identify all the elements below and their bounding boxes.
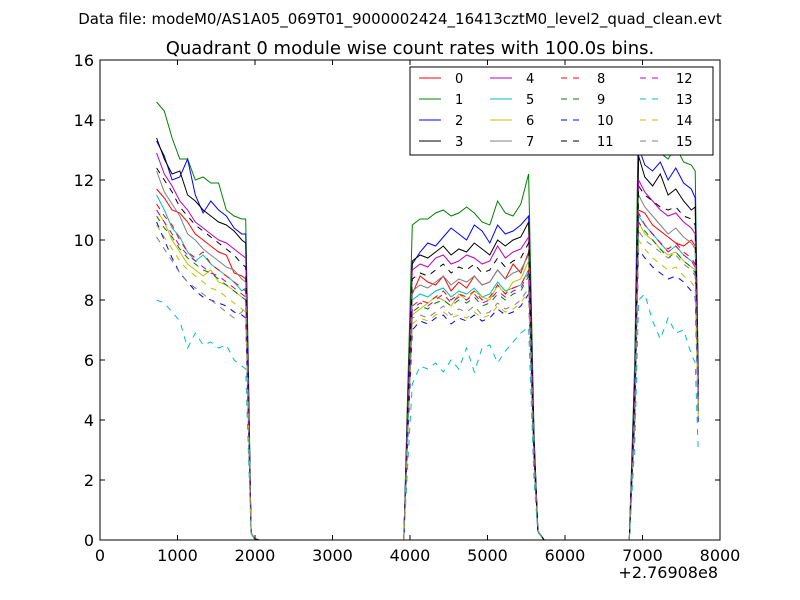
chart-suptitle: Data file: modeM0/AS1A05_069T01_90000024… [78,10,722,29]
legend-label-4: 4 [526,72,534,87]
series-line-11 [156,167,699,541]
x-tick-label: 3000 [312,546,353,565]
legend-label-7: 7 [526,135,534,150]
legend-label-1: 1 [455,93,463,108]
series-line-3 [156,137,699,541]
x-tick-label: 1000 [157,546,198,565]
series-line-14 [156,224,699,541]
legend-label-8: 8 [597,72,605,87]
y-tick-label: 8 [84,291,94,310]
y-tick-label: 14 [74,111,94,130]
series-line-7 [156,170,699,541]
series-line-13 [156,293,699,541]
x-tick-label: 6000 [545,546,586,565]
series-line-2 [156,140,699,541]
legend-label-14: 14 [676,114,693,129]
x-offset-label: +2.76908e8 [618,563,718,582]
y-tick-label: 12 [74,171,94,190]
series-line-9 [156,215,699,541]
x-tick-label: 2000 [235,546,276,565]
x-tick-label: 7000 [622,546,663,565]
series-line-4 [156,152,699,541]
legend-label-0: 0 [455,72,463,87]
y-tick-label: 4 [84,411,94,430]
legend-label-11: 11 [597,135,614,150]
chart-title: Quadrant 0 module wise count rates with … [166,38,655,59]
plot-area: 0 1000 2000 3000 4000 5000 6000 7000 80000246810… [74,51,741,565]
legend-label-9: 9 [597,93,605,108]
series-line-0 [156,188,699,541]
x-tick-label: 5000 [467,546,508,565]
y-tick-label: 10 [74,231,94,250]
legend-label-13: 13 [676,93,693,108]
legend-label-12: 12 [676,72,693,87]
legend-label-2: 2 [455,114,463,129]
legend-label-5: 5 [526,93,534,108]
x-tick-label: 0 [95,546,105,565]
legend-label-6: 6 [526,114,534,129]
series-line-12 [156,209,699,541]
x-tick-label: 8000 [700,546,741,565]
x-tick-label: 4000 [390,546,431,565]
legend-frame [409,66,714,156]
y-tick-label: 0 [84,531,94,550]
legend-label-10: 10 [597,114,614,129]
series-line-10 [156,221,699,541]
legend-label-3: 3 [455,135,463,150]
y-tick-label: 16 [74,51,94,70]
y-tick-label: 6 [84,351,94,370]
legend-label-15: 15 [676,135,693,150]
y-tick-label: 2 [84,471,94,490]
axes-frame [99,59,721,541]
